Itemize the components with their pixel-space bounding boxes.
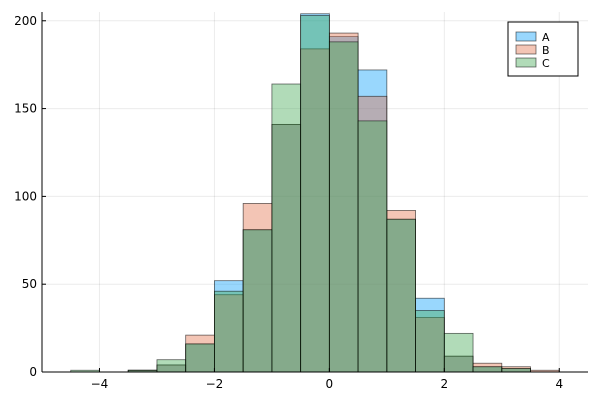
bar-C-9 bbox=[328, 41, 359, 373]
bar-C-7 bbox=[271, 83, 302, 373]
x-tick-label: −4 bbox=[91, 377, 109, 391]
bar-B-12 bbox=[415, 317, 445, 373]
legend-label-A: A bbox=[542, 31, 550, 44]
bar-C-5 bbox=[214, 290, 244, 373]
bar-C-8 bbox=[300, 15, 330, 373]
x-tick-label: 4 bbox=[555, 377, 563, 391]
bar-C-14 bbox=[472, 366, 503, 373]
series-C-bars bbox=[70, 15, 531, 373]
bar-A-10 bbox=[357, 69, 388, 373]
y-tick-label: 0 bbox=[29, 365, 37, 379]
y-tick-label: 200 bbox=[14, 14, 37, 28]
y-tick-label: 150 bbox=[14, 102, 37, 116]
legend-swatch-A bbox=[515, 31, 537, 42]
bar-C-13 bbox=[443, 332, 474, 373]
bar-B-7 bbox=[271, 123, 302, 373]
bar-C-15 bbox=[501, 368, 531, 373]
histogram-bars bbox=[70, 13, 560, 373]
x-tick-label: −2 bbox=[206, 377, 224, 391]
bar-B-6 bbox=[242, 203, 273, 373]
axes bbox=[41, 12, 588, 373]
bar-C-6 bbox=[242, 229, 273, 373]
bar-C-3 bbox=[156, 359, 187, 373]
bar-B-9 bbox=[328, 32, 359, 373]
bar-B-4 bbox=[185, 334, 215, 373]
x-tick-label: 0 bbox=[326, 377, 334, 391]
legend: ABC bbox=[507, 21, 579, 77]
bar-B-10 bbox=[357, 95, 388, 373]
bar-B-5 bbox=[214, 294, 244, 373]
bar-A-8 bbox=[300, 13, 330, 373]
legend-label-C: C bbox=[542, 57, 550, 70]
series-A-bars bbox=[127, 13, 531, 373]
x-tick-label: 2 bbox=[440, 377, 448, 391]
y-tick-label: 100 bbox=[14, 189, 37, 203]
bar-A-9 bbox=[328, 36, 359, 373]
bar-C-4 bbox=[185, 343, 215, 373]
bar-C-12 bbox=[415, 310, 445, 373]
tick-labels: −4 −2 0 2 4 0 50 100 150 200 bbox=[14, 14, 563, 391]
bar-C-11 bbox=[386, 218, 416, 373]
legend-swatch-C bbox=[515, 57, 537, 68]
bar-C-10 bbox=[357, 120, 388, 373]
y-tick-label: 50 bbox=[22, 277, 37, 291]
legend-label-B: B bbox=[542, 44, 550, 57]
legend-swatch-B bbox=[515, 44, 537, 55]
